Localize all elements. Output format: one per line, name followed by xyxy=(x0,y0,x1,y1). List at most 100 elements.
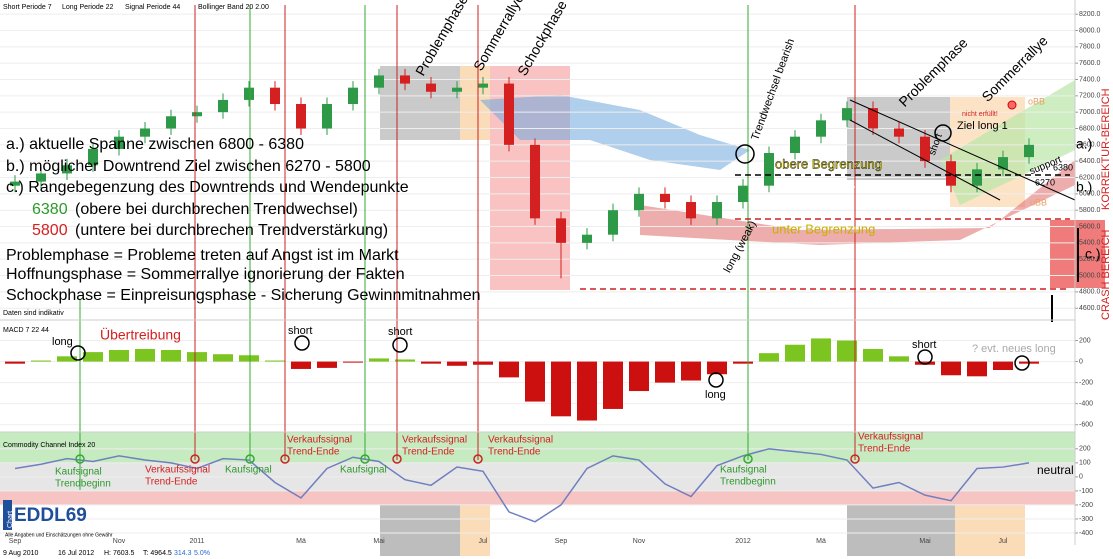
label: CRASH BEREICH xyxy=(1100,229,1112,320)
histogram-bar xyxy=(889,356,909,362)
signal-label: Trend-Ende xyxy=(488,447,541,458)
candle-body xyxy=(660,193,670,203)
signal xyxy=(280,454,290,464)
histogram-bar xyxy=(733,361,753,364)
histogram-bar xyxy=(31,360,51,362)
macd-labels: MACD 7 22 44 Übertreibung long short sho… xyxy=(3,325,1056,401)
signal xyxy=(190,454,200,464)
problem-zone xyxy=(380,66,460,140)
marker xyxy=(708,372,724,388)
candle-body xyxy=(140,128,150,137)
x-tick-label: Mä xyxy=(816,538,826,545)
signal-label: Verkaufssignal xyxy=(402,435,467,446)
histogram-bar xyxy=(213,354,233,362)
signal-label: Trend-Ende xyxy=(402,447,455,458)
y-tick-label: -300 xyxy=(1079,516,1093,523)
signal xyxy=(743,454,753,464)
x-tick-label: Jul xyxy=(479,538,488,545)
signal-label: Kaufsignal xyxy=(55,467,102,478)
signal-label: Kaufsignal xyxy=(720,465,767,476)
footer-text: 9 Aug 2010 xyxy=(3,550,39,557)
x-tick-label: Nov xyxy=(633,538,646,545)
candle-body xyxy=(972,169,982,186)
histogram-bar xyxy=(265,360,285,362)
header: Short Periode 7 Long Periode 22 Signal P… xyxy=(3,4,269,317)
footer-text: 5.0% xyxy=(194,550,210,557)
label: a.) xyxy=(1076,136,1092,152)
marker xyxy=(294,335,310,351)
label: oBB xyxy=(1028,96,1045,106)
candle-body xyxy=(530,144,540,219)
annotation-lines xyxy=(0,0,1079,545)
y-tick-label: 8200.0 xyxy=(1079,11,1101,18)
candle-body xyxy=(790,136,800,154)
candle-body xyxy=(556,218,566,243)
candle-body xyxy=(894,128,904,137)
y-tick-label: 6600.0 xyxy=(1079,142,1101,149)
candle-body xyxy=(816,120,826,137)
problem-zone xyxy=(847,500,955,556)
note: Hoffnungsphase = Sommerrallye ignorierun… xyxy=(6,266,405,283)
histogram-bar xyxy=(83,352,103,362)
candle-body xyxy=(686,202,696,219)
label: Ziel long 1 xyxy=(957,120,1008,132)
histogram-bar xyxy=(681,361,701,381)
y-tick-label: 0 xyxy=(1079,358,1083,365)
summer-zone xyxy=(955,500,1025,556)
header-item: Long Periode 22 xyxy=(62,4,113,11)
logo-bar xyxy=(3,500,12,530)
candle-body xyxy=(504,83,514,145)
candle-body xyxy=(88,148,98,166)
x-tick-label: 2011 xyxy=(189,538,204,545)
y-tick-label: -100 xyxy=(1079,488,1093,495)
candle-body xyxy=(244,87,254,100)
data-note: Daten sind indikativ xyxy=(3,310,64,317)
signal xyxy=(473,454,483,464)
histogram-bar xyxy=(629,361,649,392)
candle-body xyxy=(920,136,930,162)
histogram-bar xyxy=(915,361,935,365)
signal-label: Trendbeginn xyxy=(55,479,111,490)
histogram-bar xyxy=(759,353,779,362)
note: b.) möglicher Downtrend Ziel zwischen 62… xyxy=(6,158,371,175)
y-tick-label: 0 xyxy=(1079,474,1083,481)
y-tick-label: 6200.0 xyxy=(1079,174,1101,181)
candle-body xyxy=(842,108,852,121)
histogram-bar xyxy=(239,355,259,362)
candle-body xyxy=(192,112,202,117)
histogram-bar xyxy=(369,358,389,362)
label: Übertreibung xyxy=(100,326,181,343)
support-band xyxy=(640,160,1075,245)
x-tick-label: Mai xyxy=(373,538,385,545)
y-tick-label: 6400.0 xyxy=(1079,158,1101,165)
x-tick-label: Nov xyxy=(113,538,126,545)
note: (untere bei durchbrechen Trendverstärkun… xyxy=(75,222,388,239)
candle-body xyxy=(10,181,20,186)
candle-body xyxy=(608,210,618,235)
note: 6380 xyxy=(32,201,68,218)
footer-text: T: 4964.5 xyxy=(143,550,172,557)
marker xyxy=(917,349,933,365)
channel-line xyxy=(849,119,1001,201)
y-tick-label: -400 xyxy=(1079,530,1093,537)
notes: a.) aktuelle Spanne zwischen 6800 - 6380… xyxy=(6,136,481,304)
candle-body xyxy=(36,173,46,182)
signal-label: Verkaufssignal xyxy=(488,435,553,446)
signal-label: Verkaufssignal xyxy=(145,465,210,476)
note: a.) aktuelle Spanne zwischen 6800 - 6380 xyxy=(6,136,304,153)
header-item: Short Periode 7 xyxy=(3,4,52,11)
label: obere Begrenzung xyxy=(775,156,882,171)
y-tick-label: 7800.0 xyxy=(1079,44,1101,51)
candle-body xyxy=(400,75,410,84)
y-tick-label: 7000.0 xyxy=(1079,109,1101,116)
y-tick-label: 200 xyxy=(1079,446,1091,453)
candle-body xyxy=(218,99,228,113)
histogram-bar xyxy=(837,340,857,362)
label: KORREKTUR-BEREICH xyxy=(1100,88,1112,210)
oversold-zone xyxy=(0,490,1075,505)
histogram-bar xyxy=(603,361,623,409)
label: long xyxy=(705,389,726,401)
signal-label: Kaufsignal xyxy=(340,465,387,476)
logo-text: EDDL69 xyxy=(14,505,87,526)
label: long xyxy=(52,336,73,348)
